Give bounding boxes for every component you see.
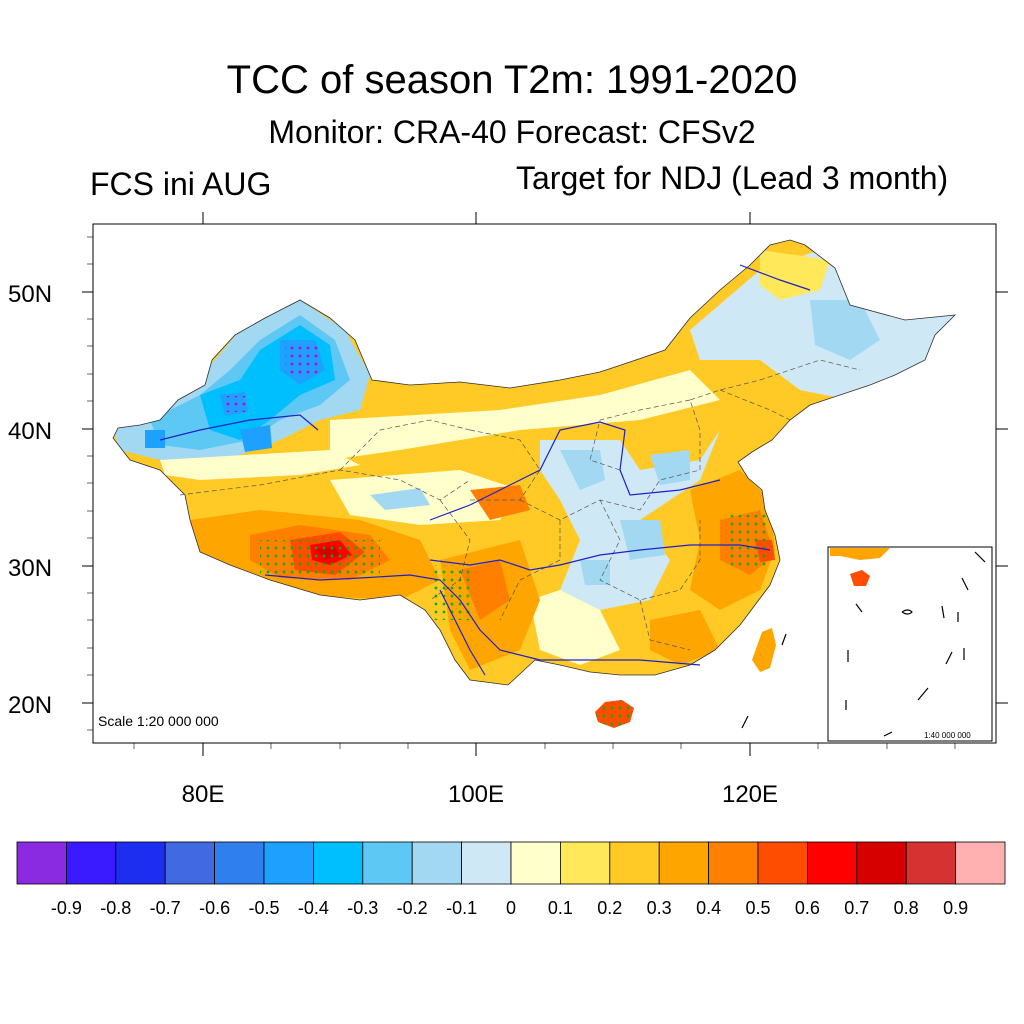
colorbar-label: 0.3 bbox=[647, 898, 672, 918]
lat-minor-ticks bbox=[87, 236, 93, 731]
lat-label-40n: 40N bbox=[8, 418, 52, 445]
colorbar-swatch bbox=[164, 841, 215, 885]
colorbar-label: 0.2 bbox=[597, 898, 622, 918]
lat-label-20n: 20N bbox=[8, 692, 52, 719]
colorbar-swatch bbox=[658, 841, 710, 885]
colorbar-swatch bbox=[66, 841, 117, 885]
colorbar-label: 0.6 bbox=[795, 898, 820, 918]
chart-subtitle: Monitor: CRA-40 Forecast: CFSv2 bbox=[268, 114, 756, 150]
colorbar-swatch bbox=[115, 841, 166, 885]
colorbar-label: -0.9 bbox=[51, 898, 82, 918]
province-boundaries bbox=[179, 359, 861, 651]
lat-ticks bbox=[82, 291, 1008, 704]
lat-label-30n: 30N bbox=[8, 555, 52, 582]
colorbar-swatch bbox=[560, 841, 611, 885]
colorbar-swatch bbox=[16, 841, 67, 885]
target-label: Target for NDJ (Lead 3 month) bbox=[516, 160, 949, 196]
south-china-sea-inset: 1:40 000 000 bbox=[827, 546, 993, 742]
east-islands bbox=[741, 633, 787, 729]
colorbar-swatch bbox=[214, 841, 265, 885]
lon-ticks bbox=[202, 212, 751, 756]
china-border bbox=[112, 239, 957, 686]
lon-minor-ticks bbox=[133, 743, 956, 749]
lat-label-50n: 50N bbox=[8, 281, 52, 308]
lon-label-100e: 100E bbox=[448, 781, 504, 808]
colorbar-swatch bbox=[955, 841, 1006, 885]
colorbar: -0.9 -0.8 -0.7 -0.6 -0.5 -0.4 -0.3 -0.2 -0.1 0 0.1… bbox=[16, 841, 1006, 918]
colorbar-label: -0.7 bbox=[150, 898, 181, 918]
colorbar-swatch bbox=[312, 841, 364, 885]
inset-scale-label: 1:40 000 000 bbox=[924, 731, 971, 740]
colorbar-label: -0.5 bbox=[248, 898, 279, 918]
colorbar-label: -0.2 bbox=[397, 898, 428, 918]
colorbar-swatch bbox=[362, 841, 413, 885]
colorbar-swatch bbox=[708, 841, 759, 885]
lon-label-80e: 80E bbox=[182, 781, 225, 808]
colorbar-label: 0 bbox=[506, 898, 516, 918]
rivers bbox=[159, 264, 811, 676]
colorbar-label: 0.8 bbox=[894, 898, 919, 918]
colorbar-swatch bbox=[263, 841, 314, 885]
colorbar-swatch bbox=[461, 841, 512, 885]
colorbar-swatch bbox=[411, 841, 463, 885]
colorbar-swatch bbox=[609, 841, 660, 885]
colorbar-swatch bbox=[856, 841, 907, 885]
colorbar-label: 0.9 bbox=[943, 898, 968, 918]
colorbar-label: -0.6 bbox=[199, 898, 230, 918]
colorbar-label: -0.8 bbox=[100, 898, 131, 918]
colorbar-label: 0.7 bbox=[844, 898, 869, 918]
chart-title: TCC of season T2m: 1991-2020 bbox=[226, 58, 798, 102]
colorbar-swatch bbox=[757, 841, 808, 885]
colorbar-label: -0.3 bbox=[347, 898, 378, 918]
colorbar-label: -0.1 bbox=[446, 898, 477, 918]
colorbar-label: 0.1 bbox=[548, 898, 573, 918]
colorbar-label: 0.5 bbox=[745, 898, 770, 918]
colorbar-swatch bbox=[905, 841, 957, 885]
colorbar-label: -0.4 bbox=[298, 898, 329, 918]
colorbar-swatch bbox=[807, 841, 858, 885]
colorbar-swatch bbox=[510, 841, 561, 885]
lon-label-120e: 120E bbox=[722, 781, 778, 808]
scale-label: Scale 1:20 000 000 bbox=[98, 713, 219, 729]
init-label: FCS ini AUG bbox=[90, 166, 272, 202]
colorbar-label: 0.4 bbox=[696, 898, 721, 918]
